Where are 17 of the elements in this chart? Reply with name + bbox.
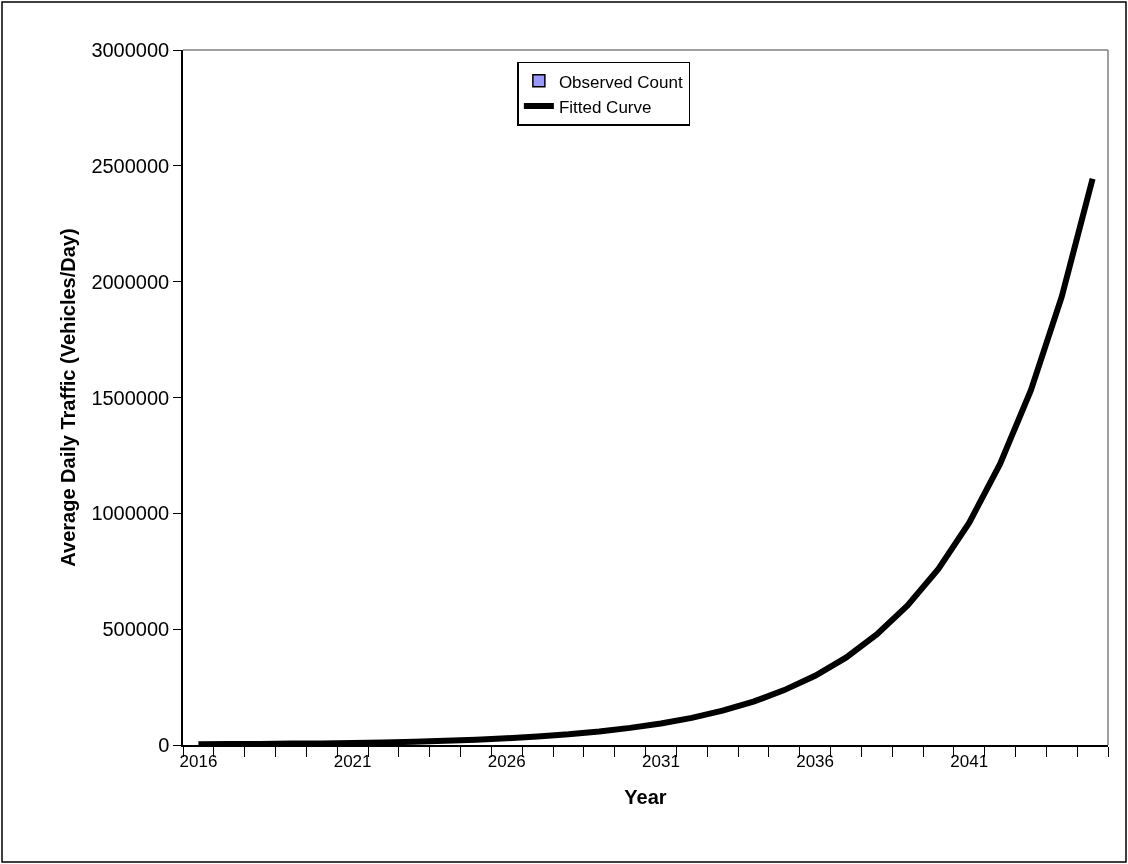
y-tick-label: 3000000 [91, 39, 170, 61]
x-tick-label: 2041 [950, 752, 989, 772]
y-tick-label: 2500000 [91, 154, 170, 177]
x-tick-label: 2021 [333, 752, 372, 772]
x-tick-label: 2016 [179, 752, 218, 772]
y-tick-label: 2000000 [91, 270, 170, 293]
x-axis-title: Year [624, 786, 667, 809]
y-tick-label: 0 [158, 734, 170, 756]
y-tick-label: 1000000 [91, 502, 170, 525]
y-tick-label: 1500000 [91, 386, 170, 409]
x-tick-label: 2031 [642, 752, 680, 772]
x-tick-label: 2036 [796, 752, 834, 772]
y-tick-label: 500000 [102, 618, 170, 641]
y-axis-title: Average Daily Traffic (Vehicles/Day) [57, 228, 80, 567]
legend-label: Observed Count [558, 72, 683, 92]
legend-label: Fitted Curve [558, 97, 652, 117]
x-tick-label: 2026 [487, 752, 526, 772]
